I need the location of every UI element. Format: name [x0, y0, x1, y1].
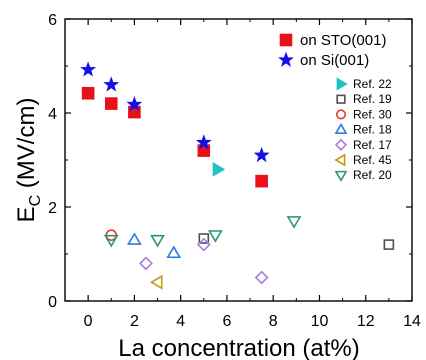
legend-marker — [278, 51, 294, 67]
legend-label: Ref. 22 — [353, 77, 392, 91]
series-5 — [127, 232, 182, 259]
data-point — [207, 230, 223, 243]
data-marks — [80, 61, 395, 290]
x-tick-label: 4 — [176, 313, 185, 330]
data-point — [80, 61, 97, 77]
axes: 0 2 4 6 8 10 12 14 0 2 4 6 — [48, 12, 421, 330]
x-tick-label: 12 — [357, 313, 375, 330]
data-point — [139, 256, 153, 271]
x-tick-label: 10 — [311, 313, 329, 330]
data-point — [253, 146, 270, 163]
data-point — [150, 234, 165, 248]
y-axis-label-main: E — [13, 206, 40, 222]
legend-label: Ref. 18 — [353, 123, 392, 137]
data-point — [196, 237, 211, 252]
data-point — [195, 134, 212, 150]
x-tick-label: 6 — [222, 313, 231, 330]
legend-label: Ref. 30 — [353, 107, 392, 121]
legend-label: on Si(001) — [300, 52, 369, 69]
data-point — [81, 86, 95, 100]
y-axis-label-sub: C — [27, 195, 44, 207]
series-2 — [212, 162, 226, 177]
legend-marker — [279, 33, 293, 47]
y-tick-label: 2 — [48, 200, 57, 217]
legend-label: Ref. 17 — [353, 138, 392, 152]
legend-label: Ref. 20 — [353, 168, 392, 182]
legend-label: on STO(001) — [300, 32, 386, 49]
legend-label: Ref. 19 — [353, 92, 392, 106]
data-point — [149, 274, 163, 290]
series-7 — [149, 274, 163, 290]
x-tick-label: 8 — [269, 313, 278, 330]
data-point — [104, 97, 118, 110]
x-tick-label: 2 — [130, 313, 139, 330]
series-1 — [80, 61, 270, 163]
data-point — [126, 96, 143, 112]
y-axis-label: EC (MV/cm) — [13, 98, 44, 223]
data-point — [254, 270, 269, 285]
legend-marker — [334, 122, 348, 134]
y-tick-label: 0 — [48, 294, 57, 311]
data-point — [286, 216, 302, 229]
data-point — [103, 234, 119, 248]
x-axis-label: La concentration (at%) — [118, 335, 359, 360]
data-point — [103, 76, 120, 92]
data-point — [127, 232, 142, 245]
legend-marker — [335, 109, 347, 120]
y-tick-label: 6 — [48, 12, 57, 29]
data-point — [212, 162, 226, 177]
x-tick-label: 14 — [403, 313, 421, 330]
legend-marker — [334, 138, 348, 151]
legend-marker — [334, 170, 348, 182]
data-point — [255, 174, 268, 188]
legend-marker — [334, 153, 346, 167]
series-8 — [103, 216, 302, 248]
series-6 — [139, 237, 269, 285]
series-3 — [198, 233, 395, 250]
legend-marker — [336, 77, 348, 91]
data-point — [166, 245, 182, 259]
y-axis-label-rest: (MV/cm) — [13, 98, 40, 195]
y-tick-label: 4 — [48, 106, 57, 123]
legend-marker — [336, 94, 346, 104]
data-point — [198, 233, 210, 244]
legend-label: Ref. 45 — [353, 153, 392, 167]
data-point — [383, 239, 395, 250]
series-0 — [81, 86, 268, 188]
x-tick-label: 0 — [84, 313, 93, 330]
